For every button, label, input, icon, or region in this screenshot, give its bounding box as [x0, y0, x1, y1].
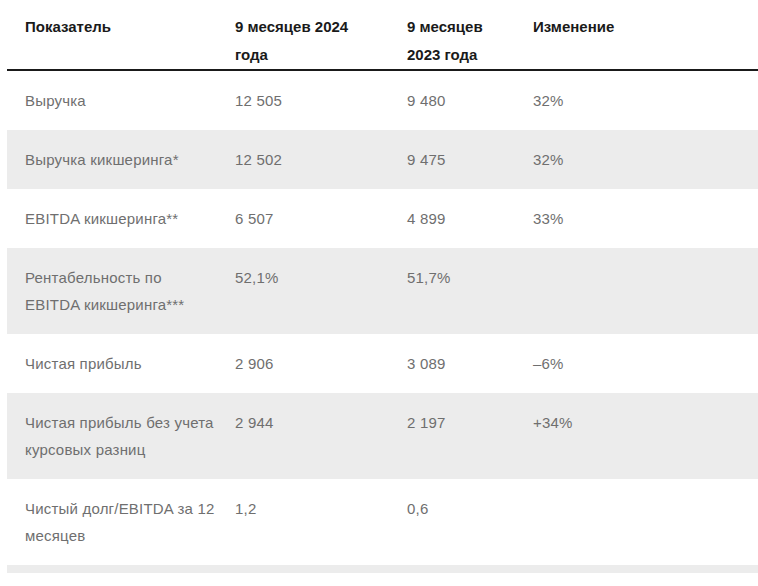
value-2023-cell: 2 197: [407, 409, 533, 436]
change-cell: +34%: [533, 409, 758, 436]
table-row: Выручка 12 505 9 480 32%: [7, 71, 758, 130]
column-header-9m-2023: 9 месяцев 2023 года: [407, 13, 533, 69]
next-row-partial-strip: [7, 565, 758, 573]
indicator-cell: Рентабельность по EBITDA кикшеринга***: [25, 264, 235, 318]
value-2023-cell: 9 480: [407, 87, 533, 114]
table-row: Чистый долг/EBITDA за 12 месяцев 1,2 0,6: [7, 479, 758, 565]
table-row: Чистая прибыль 2 906 3 089 –6%: [7, 334, 758, 393]
column-header-change: Изменение: [533, 13, 758, 69]
value-2024-cell: 6 507: [235, 205, 407, 232]
table-row: Выручка кикшеринга* 12 502 9 475 32%: [7, 130, 758, 189]
table-row: Чистая прибыль без учета курсовых разниц…: [7, 393, 758, 479]
financial-results-table: Показатель 9 месяцев 2024 года 9 месяцев…: [0, 0, 758, 586]
table-header-row: Показатель 9 месяцев 2024 года 9 месяцев…: [0, 0, 758, 69]
change-cell: 32%: [533, 87, 758, 114]
value-2023-cell: 0,6: [407, 495, 533, 522]
table-body: Выручка 12 505 9 480 32% Выручка кикшери…: [0, 71, 758, 565]
table-row: EBITDA кикшеринга** 6 507 4 899 33%: [7, 189, 758, 248]
column-header-indicator: Показатель: [25, 13, 235, 69]
column-header-9m-2024: 9 месяцев 2024 года: [235, 13, 407, 69]
indicator-cell: EBITDA кикшеринга**: [25, 205, 235, 232]
indicator-cell: Выручка кикшеринга*: [25, 146, 235, 173]
value-2024-cell: 12 502: [235, 146, 407, 173]
value-2024-cell: 1,2: [235, 495, 407, 522]
value-2023-cell: 4 899: [407, 205, 533, 232]
value-2023-cell: 3 089: [407, 350, 533, 377]
change-cell: 32%: [533, 146, 758, 173]
change-cell: –6%: [533, 350, 758, 377]
value-2024-cell: 12 505: [235, 87, 407, 114]
change-cell: 33%: [533, 205, 758, 232]
value-2024-cell: 2 944: [235, 409, 407, 436]
value-2024-cell: 2 906: [235, 350, 407, 377]
value-2023-cell: 9 475: [407, 146, 533, 173]
indicator-cell: Выручка: [25, 87, 235, 114]
indicator-cell: Чистый долг/EBITDA за 12 месяцев: [25, 495, 235, 549]
table-row: Рентабельность по EBITDA кикшеринга*** 5…: [7, 248, 758, 334]
indicator-cell: Чистая прибыль без учета курсовых разниц: [25, 409, 235, 463]
value-2024-cell: 52,1%: [235, 264, 407, 291]
value-2023-cell: 51,7%: [407, 264, 533, 291]
indicator-cell: Чистая прибыль: [25, 350, 235, 377]
